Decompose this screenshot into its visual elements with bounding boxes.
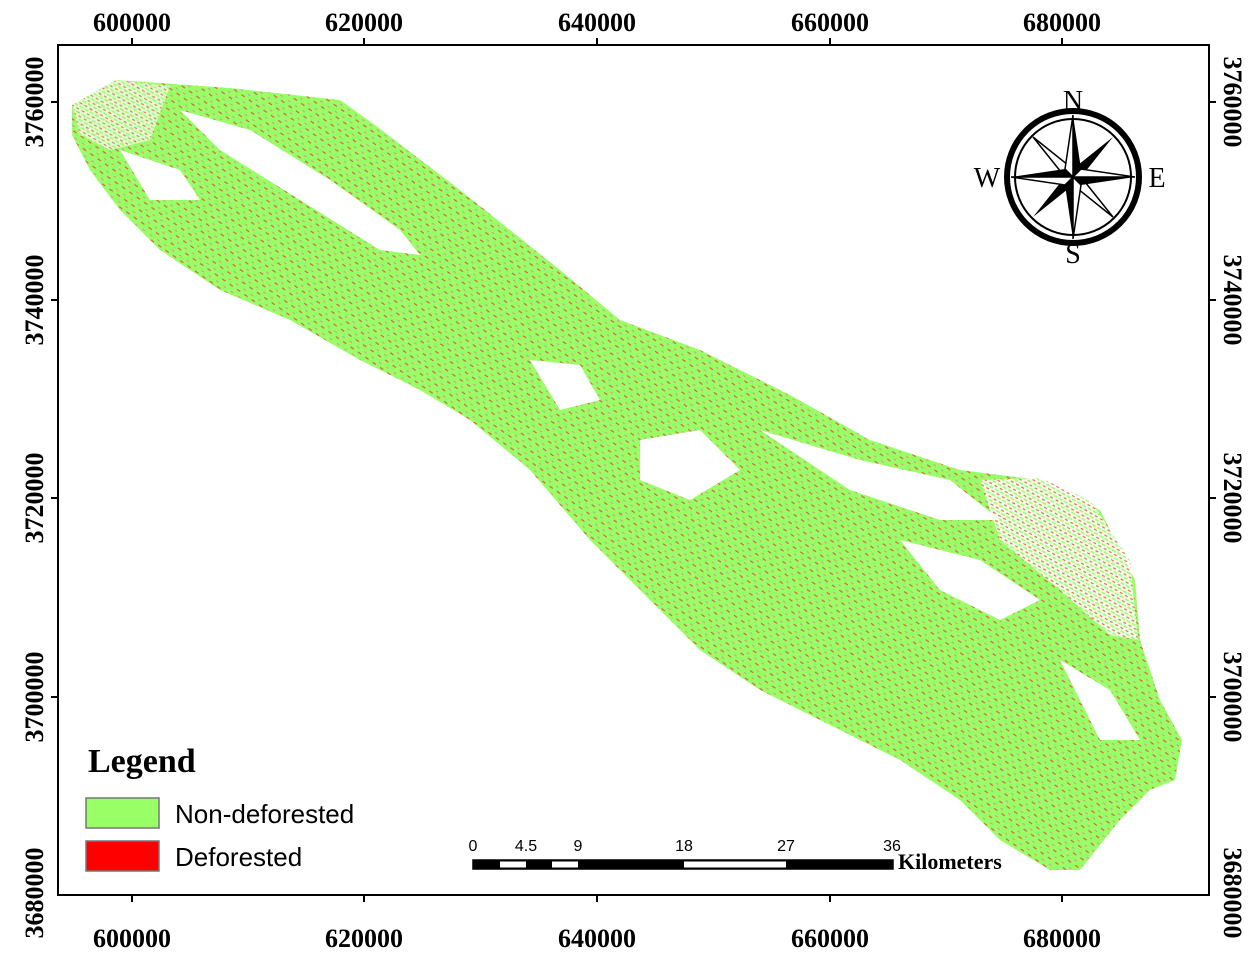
forest-region	[72, 80, 1182, 870]
y-tick-label: 3680000	[1218, 848, 1247, 939]
non-forest-gap	[1060, 660, 1140, 740]
y-tick-label: 3700000	[20, 652, 49, 743]
non-forest-gap	[120, 150, 200, 200]
scale-bar: 0 4.5 9 18 27 36 Kilometers	[469, 838, 1003, 874]
non-forest-gap	[760, 430, 1000, 520]
x-tick-label: 680000	[1023, 924, 1101, 953]
legend-label-non-deforested: Non-deforested	[175, 799, 354, 829]
y-axis-right: 3760000 3740000 3720000 3700000 3680000	[1209, 57, 1247, 939]
y-tick-label: 3740000	[20, 255, 49, 346]
y-tick-label: 3760000	[20, 57, 49, 148]
scale-unit-label: Kilometers	[898, 849, 1002, 874]
x-axis-top: 600000 620000 640000 660000 680000	[93, 8, 1101, 45]
x-tick-label: 600000	[93, 924, 171, 953]
x-tick-label: 620000	[325, 924, 403, 953]
legend-label-deforested: Deforested	[175, 842, 302, 872]
scale-label: 18	[675, 838, 693, 855]
x-tick-label: 660000	[791, 8, 869, 37]
scale-label: 9	[574, 838, 583, 855]
non-forest-gap	[180, 110, 420, 255]
compass-north-label: N	[1063, 86, 1083, 117]
scale-label: 0	[469, 838, 478, 855]
y-tick-label: 3720000	[20, 453, 49, 544]
x-tick-label: 600000	[93, 8, 171, 37]
x-tick-label: 620000	[325, 8, 403, 37]
non-forest-gap	[900, 540, 1040, 620]
legend-title: Legend	[88, 743, 196, 780]
y-tick-label: 3720000	[1218, 453, 1247, 544]
compass-rose-icon: N S E W	[974, 86, 1166, 270]
non-forest-gap	[530, 360, 600, 410]
y-axis-left: 3760000 3740000 3720000 3700000 3680000	[20, 57, 58, 939]
x-axis-bottom: 600000 620000 640000 660000 680000	[93, 895, 1101, 953]
scale-label: 36	[883, 838, 901, 855]
scale-label: 27	[777, 838, 795, 855]
legend-swatch-deforested	[85, 840, 160, 872]
x-tick-label: 680000	[1023, 8, 1101, 37]
x-tick-label: 660000	[791, 924, 869, 953]
x-tick-label: 640000	[558, 924, 636, 953]
deforested-zone	[72, 80, 170, 150]
compass-south-label: S	[1065, 239, 1081, 270]
y-tick-label: 3760000	[1218, 57, 1247, 148]
compass-east-label: E	[1148, 163, 1165, 194]
legend-swatch-non-deforested	[85, 797, 160, 829]
non-deforested-area	[72, 80, 1182, 870]
y-tick-label: 3700000	[1218, 652, 1247, 743]
deforested-zone	[980, 478, 1138, 640]
scale-label: 4.5	[515, 838, 537, 855]
y-tick-label: 3740000	[1218, 255, 1247, 346]
y-tick-label: 3680000	[20, 848, 49, 939]
x-tick-label: 640000	[558, 8, 636, 37]
compass-west-label: W	[974, 163, 1001, 194]
non-forest-gap	[640, 430, 740, 500]
legend: Legend Non-deforested Deforested	[85, 743, 354, 872]
